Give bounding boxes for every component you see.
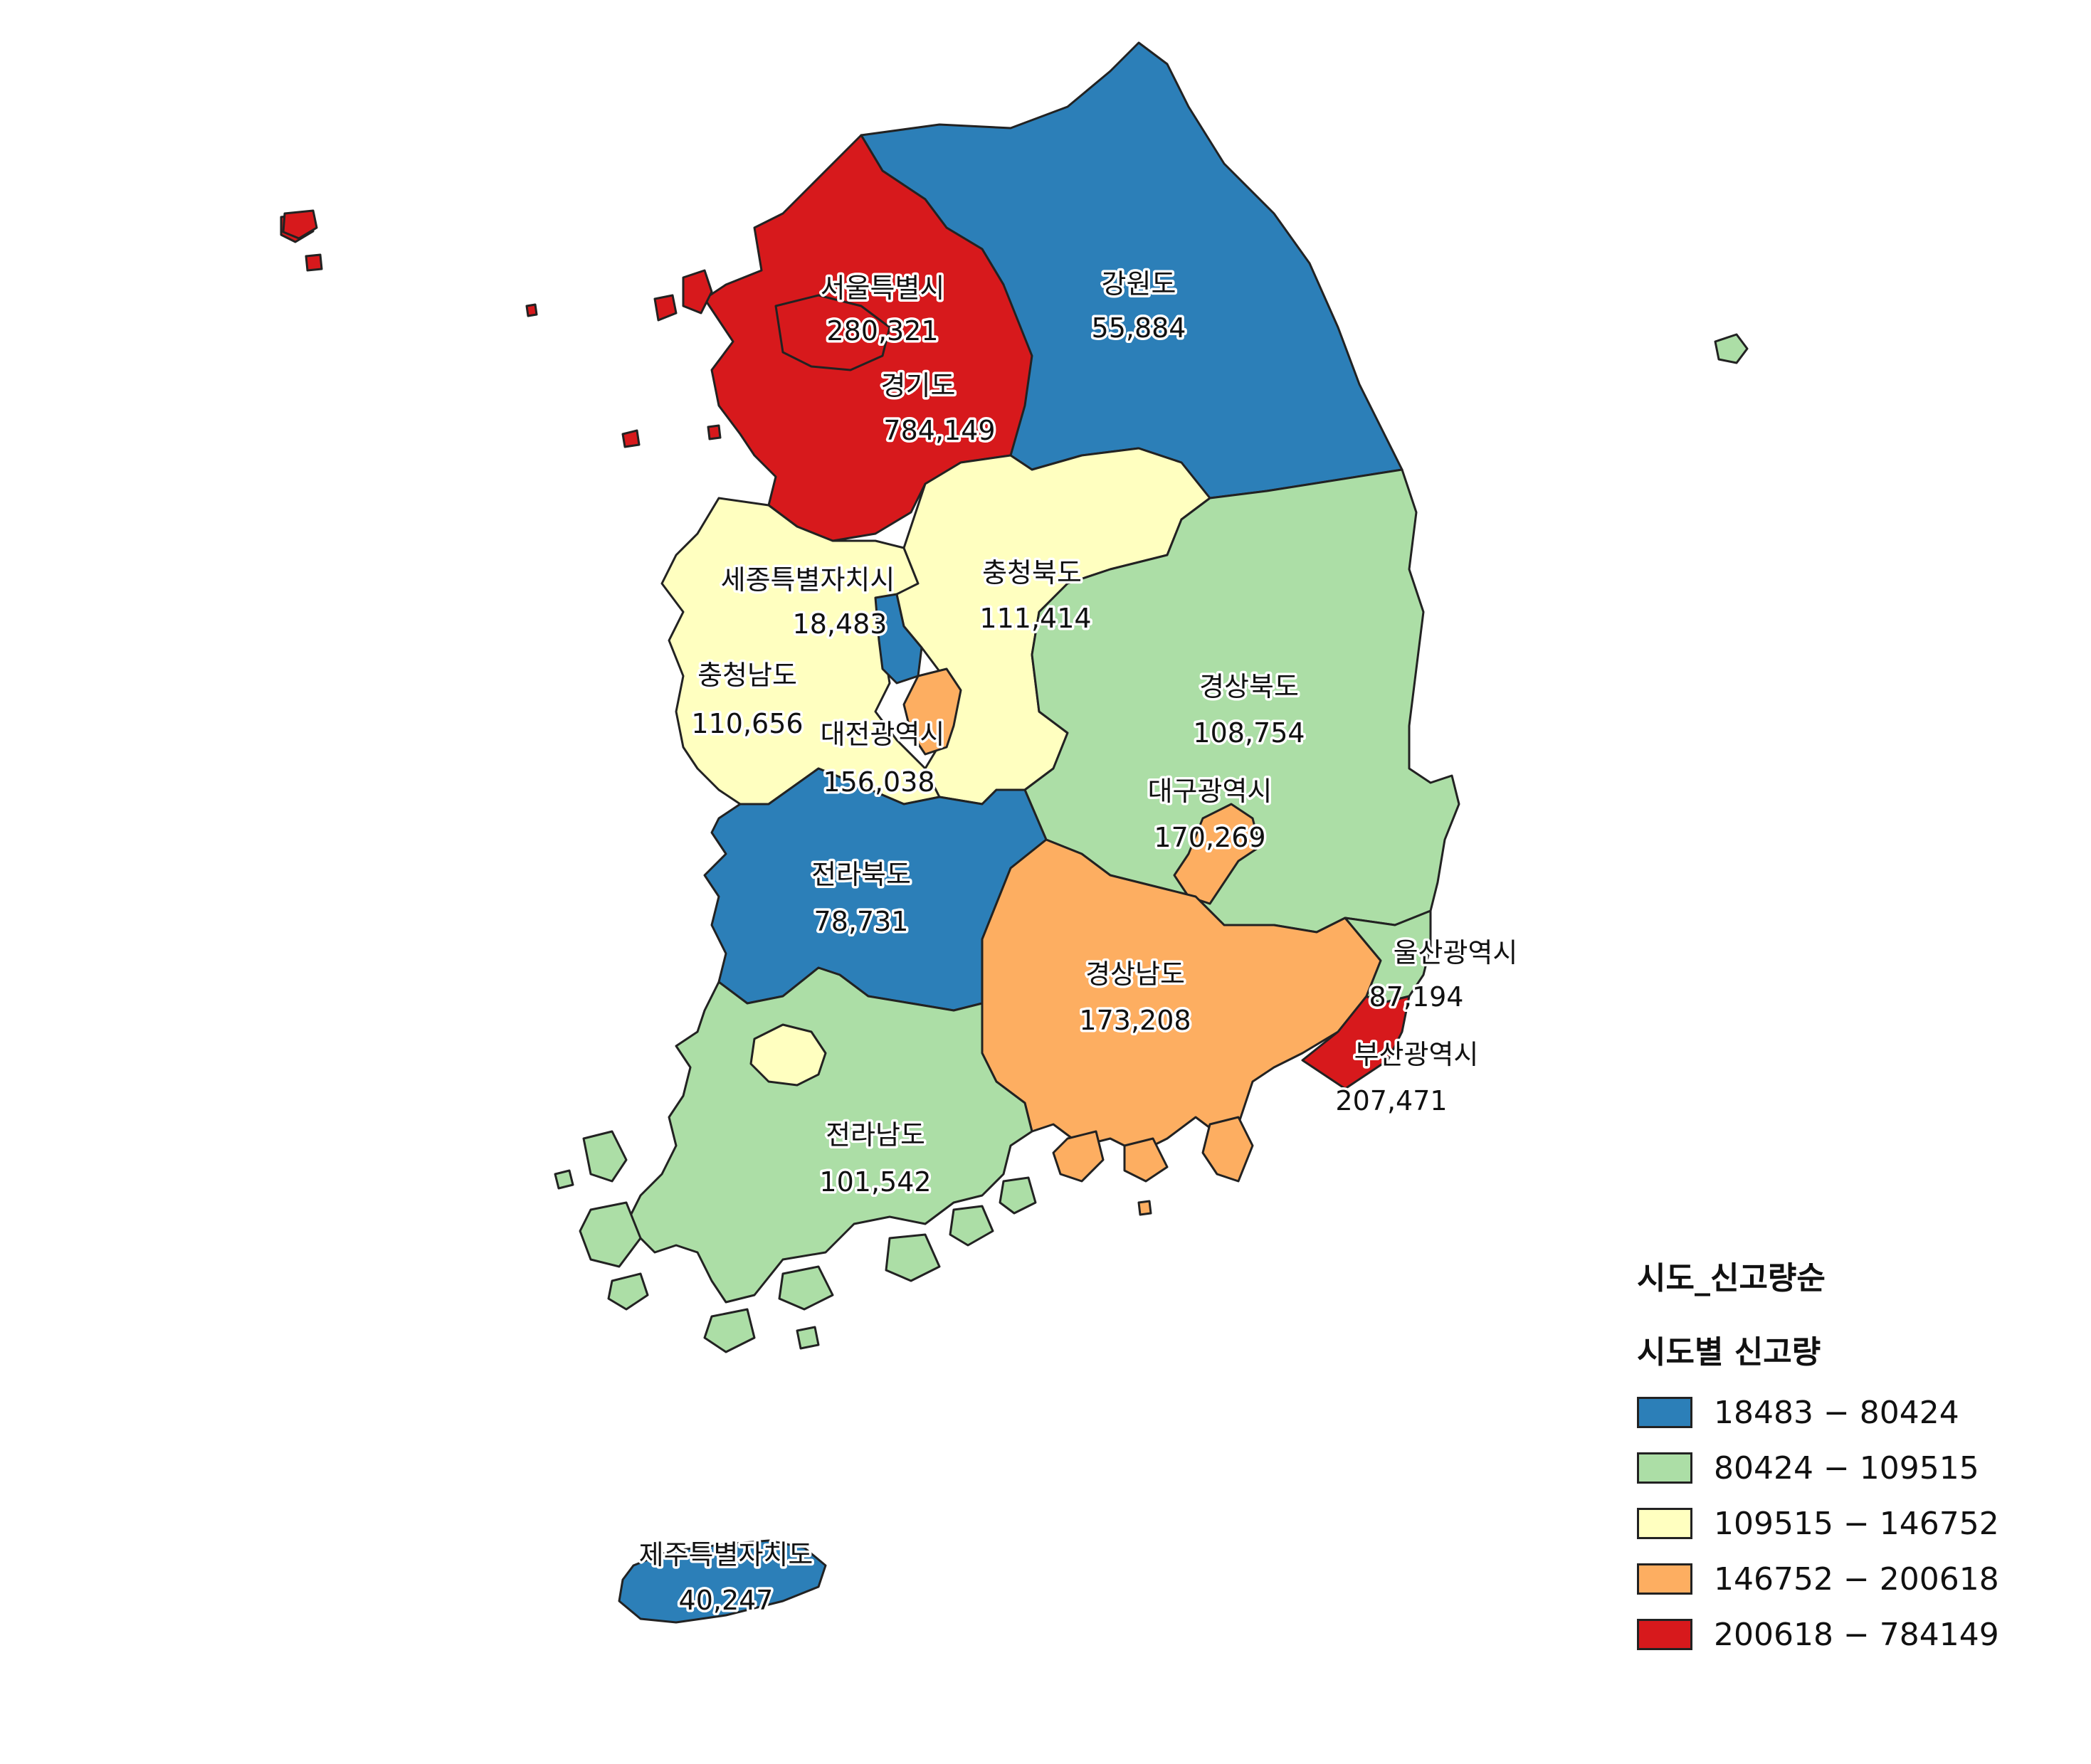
- label-jeonbuk-value: 78,731: [814, 906, 909, 937]
- gyeongnam-island: [1123, 1137, 1169, 1183]
- legend-swatch: [1637, 1563, 1692, 1595]
- incheon-island: [525, 303, 538, 317]
- legend-item: 146752 − 200618: [1637, 1551, 1999, 1607]
- label-jeonbuk-name: 전라북도: [811, 859, 911, 890]
- label-daejeon-name: 대전광역시: [821, 719, 945, 750]
- jeonnam-island: [885, 1233, 941, 1282]
- label-sejong-name: 세종특별자치시: [721, 564, 895, 596]
- label-gangwon-value: 55,884: [1092, 312, 1186, 344]
- gyeonggi-island: [653, 294, 678, 322]
- legend-item: 80424 − 109515: [1637, 1440, 1999, 1496]
- gyeongnam-island: [1052, 1130, 1105, 1183]
- legend-swatch: [1637, 1397, 1692, 1428]
- jeonnam-island: [703, 1308, 756, 1353]
- label-seoul-name: 서울특별시: [821, 273, 945, 304]
- legend-swatch: [1637, 1508, 1692, 1539]
- label-ulsan-name: 울산광역시: [1394, 937, 1518, 968]
- label-gyeongnam-value: 173,208: [1079, 1005, 1191, 1036]
- region-seoul[interactable]: [774, 294, 891, 371]
- label-busan-name: 부산광역시: [1354, 1039, 1479, 1070]
- legend-item: 200618 − 784149: [1637, 1607, 1999, 1662]
- gyeonggi-island: [707, 424, 722, 440]
- label-gangwon-name: 강원도: [1102, 268, 1176, 300]
- region-ulsan[interactable]: [1344, 909, 1432, 1005]
- jeonnam-island: [579, 1201, 642, 1268]
- label-daejeon-value: 156,038: [823, 766, 934, 798]
- legend-subtitle: 시도별 신고량: [1637, 1334, 1821, 1370]
- label-gyeongbuk-name: 경상북도: [1199, 671, 1299, 702]
- legend-range-label: 146752 − 200618: [1714, 1560, 1999, 1597]
- label-ulsan-value: 87,194: [1369, 981, 1464, 1013]
- label-jeonnam-value: 101,542: [819, 1166, 931, 1198]
- legend-range-label: 109515 − 146752: [1714, 1505, 1999, 1542]
- region-labels: 서울특별시 280,321 경기도 784,149 강원도 55,884 세종특…: [636, 266, 1520, 1619]
- jeonnam-island: [796, 1326, 820, 1350]
- label-chungbuk-name: 충청북도: [982, 557, 1082, 588]
- map-legend: 시도_신고량순 시도별 신고량 18483 − 80424 80424 − 10…: [1637, 1252, 1999, 1662]
- legend-swatch: [1637, 1452, 1692, 1484]
- label-gyeonggi-name: 경기도: [881, 370, 956, 401]
- gyeonggi-island: [305, 253, 323, 272]
- jeonnam-island: [582, 1130, 628, 1183]
- gyeonggi-island: [682, 269, 713, 315]
- region-jeju[interactable]: [618, 1539, 827, 1624]
- label-gyeonggi-value: 784,149: [883, 415, 995, 446]
- legend-title: 시도_신고량순: [1637, 1260, 1826, 1296]
- jeonnam-island: [554, 1169, 574, 1190]
- region-busan[interactable]: [1301, 995, 1411, 1090]
- label-seoul-value: 280,321: [826, 315, 938, 347]
- legend-range-label: 80424 − 109515: [1714, 1449, 1979, 1486]
- region-gwangju[interactable]: [749, 1023, 827, 1087]
- label-busan-value: 207,471: [1335, 1085, 1447, 1116]
- region-jeonnam[interactable]: [625, 966, 1033, 1304]
- label-gyeongnam-name: 경상남도: [1085, 958, 1185, 990]
- incheon-island: [282, 209, 318, 240]
- legend-range-label: 200618 − 784149: [1714, 1616, 1999, 1653]
- legend-swatch: [1637, 1619, 1692, 1650]
- gyeongnam-island: [1137, 1200, 1152, 1216]
- label-gyeongbuk-value: 108,754: [1193, 717, 1305, 749]
- label-chungbuk-value: 111,414: [979, 603, 1091, 634]
- region-daejeon[interactable]: [902, 667, 962, 756]
- label-jeonnam-name: 전라남도: [826, 1119, 925, 1151]
- gyeonggi-island: [621, 429, 641, 448]
- label-jeju-value: 40,247: [679, 1585, 774, 1616]
- jeonnam-island: [778, 1265, 834, 1311]
- jeonnam-island: [607, 1272, 649, 1311]
- legend-item: 18483 − 80424: [1637, 1385, 1999, 1440]
- label-chungnam-name: 충청남도: [697, 660, 797, 691]
- legend-item: 109515 − 146752: [1637, 1496, 1999, 1551]
- label-chungnam-value: 110,656: [691, 708, 803, 739]
- jeonnam-island: [1714, 333, 1749, 364]
- region-daegu[interactable]: [1173, 803, 1261, 905]
- label-sejong-value: 18,483: [793, 608, 888, 640]
- jeonnam-island: [949, 1205, 994, 1247]
- label-daegu-value: 170,269: [1154, 822, 1265, 853]
- label-jeju-name: 제주특별자치도: [639, 1539, 813, 1570]
- label-daegu-name: 대구광역시: [1148, 776, 1273, 807]
- gyeongnam-island: [1201, 1116, 1254, 1183]
- legend-range-label: 18483 − 80424: [1714, 1394, 1959, 1431]
- jeonnam-island: [999, 1176, 1037, 1215]
